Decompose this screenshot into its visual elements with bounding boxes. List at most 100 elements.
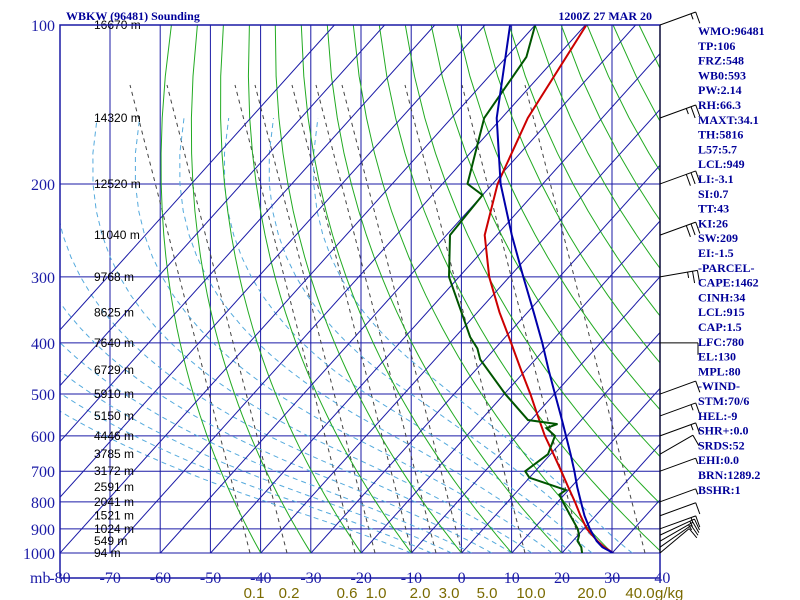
wind-barb-flag — [690, 106, 696, 119]
moist-adiabat-line — [60, 410, 412, 553]
temperature-tick-label: 10 — [504, 570, 520, 587]
pressure-tick-label: 700 — [31, 464, 55, 481]
index-entry: SI:0.7 — [698, 187, 728, 201]
wind-barb-shaft — [659, 488, 696, 503]
index-entry: TP:106 — [698, 39, 735, 53]
temperature-tick-label: -40 — [250, 570, 271, 587]
wind-barb-flag — [692, 521, 700, 533]
dry-adiabat-line — [220, 25, 363, 553]
wind-barb-shaft — [659, 221, 696, 236]
wind-barb-flag — [690, 517, 694, 524]
height-label: 2041 m — [94, 495, 134, 509]
wind-barb-shaft — [659, 104, 696, 119]
wind-barb-flag — [685, 108, 689, 115]
wind-barb — [659, 488, 699, 503]
wind-barb-shaft — [659, 402, 696, 417]
wind-barb-flag — [693, 518, 700, 531]
pressure-tick-label: 600 — [31, 429, 55, 446]
wind-barb-flag — [695, 221, 701, 234]
index-entry: SHR+:0.0 — [698, 424, 749, 438]
height-label: 11040 m — [94, 228, 140, 242]
moist-adiabat-line — [179, 117, 573, 553]
wind-barb-flag — [688, 524, 693, 531]
dry-adiabat-line — [482, 25, 660, 364]
index-entry: -PARCEL- — [698, 261, 754, 275]
mixing-ratio-label: 0.1 — [244, 585, 265, 600]
dry-adiabat-line — [508, 25, 660, 317]
mixing-ratio-line — [315, 84, 437, 553]
dry-adiabat-line — [300, 25, 513, 553]
index-entry: TH:5816 — [698, 128, 743, 142]
index-entry: SW:209 — [698, 231, 738, 245]
isotherm-line — [160, 25, 636, 553]
wind-barb — [659, 170, 701, 186]
sounding-time: 1200Z 27 MAR 20 — [558, 9, 652, 23]
wind-barb-flag — [689, 520, 693, 527]
index-entry: EI:-1.5 — [698, 246, 734, 260]
index-entry: PW:2.14 — [698, 83, 742, 97]
index-entry: BSHR:1 — [698, 483, 741, 497]
mixing-ratio-label: 3.0 — [439, 585, 460, 600]
wind-barb — [659, 502, 701, 517]
height-label: 7640 m — [94, 336, 134, 350]
dry-adiabat-line — [743, 25, 800, 564]
wind-barb — [659, 402, 701, 417]
height-label: 4446 m — [94, 429, 134, 443]
wind-barb — [659, 269, 700, 284]
moist-adiabat-line — [134, 117, 553, 553]
temperature-tick-label: 20 — [554, 570, 570, 587]
dry-adiabat-line — [769, 25, 800, 564]
wind-barb — [659, 515, 701, 530]
index-entry: CAPE:1462 — [698, 276, 759, 290]
wind-barb-flag — [690, 223, 696, 236]
mixing-ratio-label: 1.0 — [366, 585, 387, 600]
mixing-ratio-line — [291, 84, 413, 553]
pressure-tick-label: 100 — [31, 18, 55, 35]
mixing-ratio-label: 40.0 — [625, 585, 654, 600]
wind-barb-flag — [687, 271, 690, 279]
mixing-ratio-label: 0.2 — [279, 585, 300, 600]
wind-barb-shaft — [659, 521, 694, 542]
temperature-tick-label: -30 — [300, 570, 321, 587]
wind-barb-shaft — [659, 170, 696, 185]
isotherm-line — [310, 164, 660, 553]
temperature-tick-label: -60 — [150, 570, 171, 587]
height-label: 3172 m — [94, 464, 134, 478]
wind-barb-shaft — [659, 380, 696, 395]
wind-barb-flag — [695, 11, 701, 24]
mixing-ratio-label: 2.0 — [410, 585, 431, 600]
dry-adiabat-line — [160, 25, 262, 553]
isotherm-line — [461, 331, 660, 553]
moist-adiabat-line — [313, 117, 633, 553]
pressure-axis: 100 200 300 400 500 600 700 800 900 1000 — [23, 18, 55, 563]
temperature-tick-label: -20 — [351, 570, 372, 587]
wind-barb-flag — [685, 225, 691, 237]
dry-adiabat-line — [534, 25, 660, 270]
mixing-ratio-label: 5.0 — [477, 585, 498, 600]
isotherm-line — [60, 25, 486, 498]
wind-barb-shaft — [659, 457, 696, 472]
wind-barb — [659, 528, 698, 554]
grid-layer — [60, 24, 660, 554]
wind-barb — [659, 518, 700, 536]
isotherm-layer — [60, 25, 660, 553]
height-label: 1521 m — [94, 509, 134, 523]
dry-adiabat-line — [404, 25, 660, 505]
index-entry: WB0:593 — [698, 68, 746, 82]
index-entry: BRN:1289.2 — [698, 468, 760, 482]
station-title: WBKW (96481) Sounding — [66, 9, 200, 23]
isotherm-line — [411, 276, 660, 553]
wind-barb — [659, 524, 699, 548]
index-entry: MAXT:34.1 — [698, 113, 759, 127]
wind-barb-shaft — [659, 434, 694, 455]
height-label: 3785 m — [94, 447, 134, 461]
index-entry: SRDS:52 — [698, 438, 745, 452]
mixing-ratio-line — [166, 84, 288, 553]
isotherm-line — [210, 52, 660, 553]
mixing-ratio-labels: g/kg 0.1 0.2 0.6 1.0 2.0 3.0 5.0 10.0 20.0 40.0 — [244, 585, 684, 600]
index-entry: LCL:949 — [698, 157, 745, 171]
index-entry: HEL:-9 — [698, 409, 737, 423]
index-entry: FRZ:548 — [698, 54, 744, 68]
height-label: 5150 m — [94, 409, 134, 423]
